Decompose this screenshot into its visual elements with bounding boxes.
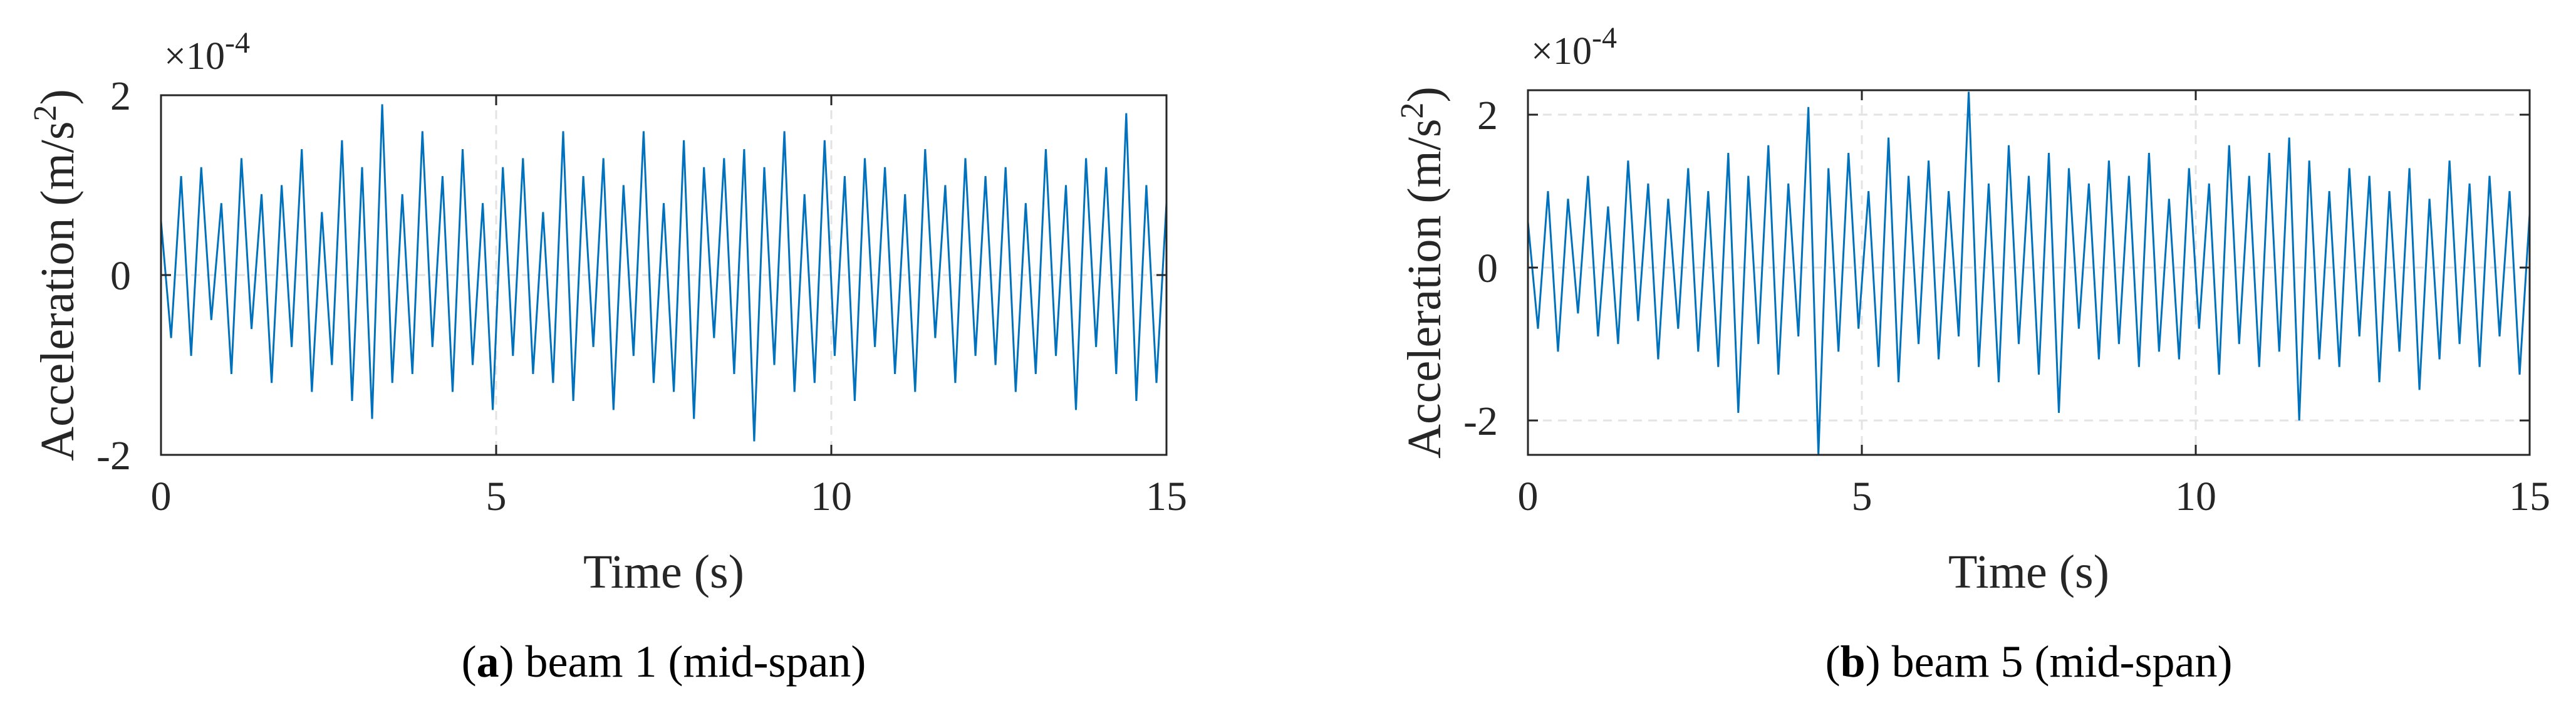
caption: (a) beam 1 (mid-span)	[462, 637, 866, 687]
multiplier-exponent: -4	[225, 26, 250, 60]
caption-text: ) beam 1 (mid-span)	[499, 637, 866, 687]
y-axis-label: Acceleration (m/s2)	[28, 89, 84, 461]
x-tick-label: 15	[1146, 474, 1187, 519]
axes-box	[1527, 89, 2531, 456]
y-tick-label: 0	[110, 253, 131, 299]
y-tick-label: 2	[1477, 93, 1498, 138]
caption-label: b	[1841, 637, 1866, 687]
y-label-text: Acceleration (m/s	[1398, 118, 1451, 458]
y-axis-label: Acceleration (m/s2)	[1394, 86, 1451, 459]
y-label-text: Acceleration (m/s	[31, 121, 84, 461]
multiplier-base: ×10	[164, 35, 225, 78]
x-tick-label: 10	[2175, 474, 2216, 519]
y-multiplier: ×10-4	[1531, 21, 1617, 73]
x-tick-label: 10	[811, 474, 852, 519]
x-tick-label: 0	[151, 474, 172, 519]
y-multiplier: ×10-4	[164, 26, 250, 78]
y-tick-label: 0	[1477, 246, 1498, 291]
y-tick-label: -2	[1463, 398, 1498, 444]
multiplier-base: ×10	[1531, 30, 1592, 73]
y-tick-label: 2	[110, 73, 131, 119]
x-tick-label: 5	[486, 474, 507, 519]
y-label-end: )	[31, 89, 84, 105]
x-axis-label: Time (s)	[1948, 546, 2109, 598]
y-label-sup: 2	[1394, 102, 1430, 118]
caption-open: (	[1826, 637, 1841, 687]
x-tick-label: 15	[2509, 474, 2550, 519]
y-label-sup: 2	[28, 105, 63, 121]
x-tick-label: 0	[1518, 474, 1539, 519]
caption: (b) beam 5 (mid-span)	[1826, 637, 2233, 687]
caption-open: (	[462, 637, 477, 687]
signal-line	[1527, 91, 2531, 455]
signal-line	[160, 104, 1168, 442]
caption-text: ) beam 5 (mid-span)	[1866, 637, 2233, 687]
y-label-end: )	[1398, 86, 1451, 102]
x-tick-label: 5	[1852, 474, 1872, 519]
y-tick-label: -2	[96, 433, 131, 479]
caption-label: a	[477, 637, 499, 687]
multiplier-exponent: -4	[1592, 21, 1617, 55]
x-axis-label: Time (s)	[583, 546, 744, 598]
